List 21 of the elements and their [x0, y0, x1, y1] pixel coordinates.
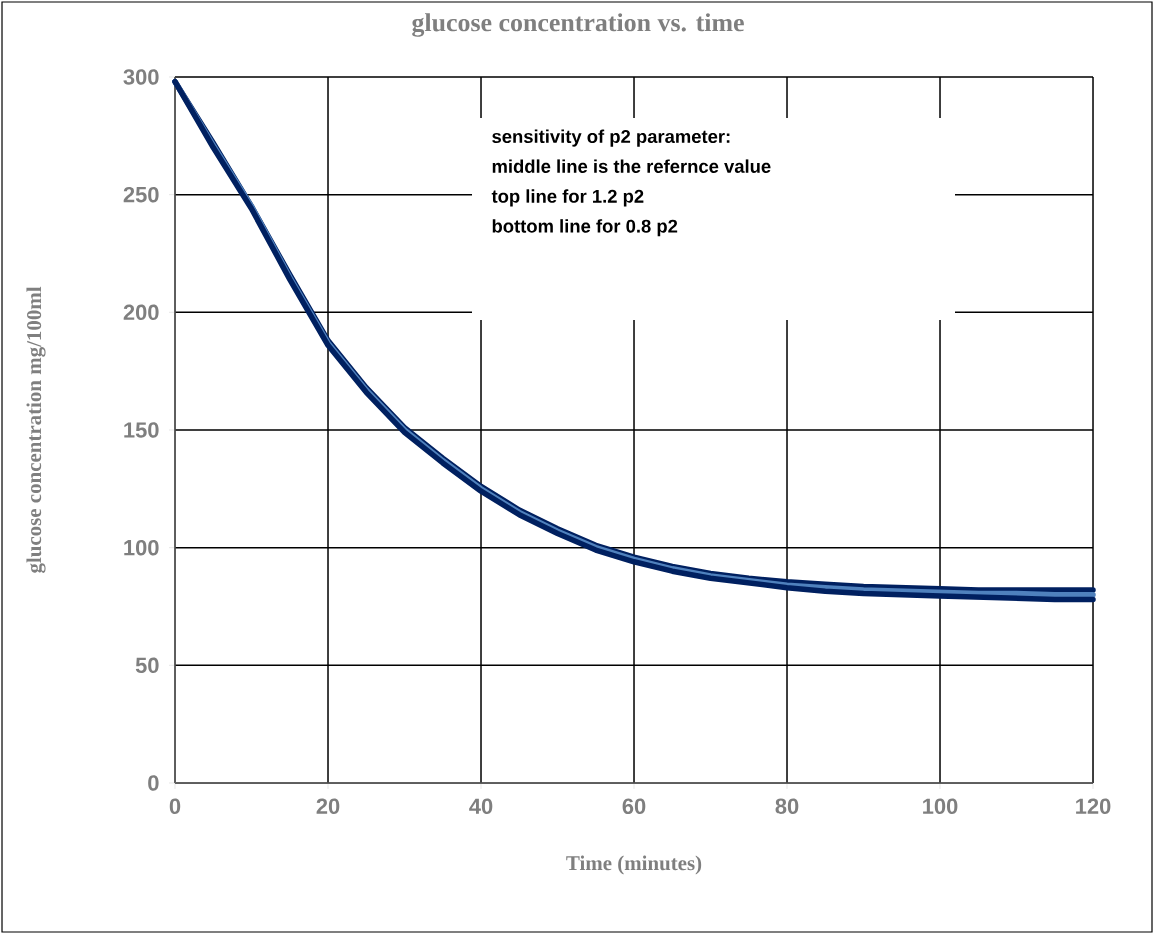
annotation: sensitivity of p2 parameter: [492, 129, 730, 147]
y-tick-label: 200 [123, 304, 159, 321]
x-tick-label: 40 [469, 798, 493, 815]
x-tick-label: 120 [1076, 798, 1111, 815]
annotation: middle line is the refernce value [492, 159, 771, 173]
y-tick-label: 300 [123, 69, 159, 85]
x-tick-label: 0 [169, 798, 181, 815]
x-axis-title: Time (minutes) [566, 855, 702, 875]
x-tick-label: 100 [923, 798, 958, 815]
y-tick-label: 100 [124, 539, 159, 556]
y-tick-label: 150 [124, 422, 159, 438]
y-axis-title: glucose concentration mg/100ml [26, 286, 46, 573]
chart-title: glucose concentration vs. time [412, 13, 744, 37]
x-tick-label: 80 [775, 798, 799, 815]
x-tick-label: 60 [622, 798, 646, 815]
y-tick-label: 250 [123, 186, 159, 203]
annotation: top line for 1.2 p2 [491, 189, 644, 207]
x-tick-label: 20 [316, 798, 340, 815]
y-tick-label: 50 [135, 657, 159, 674]
annotation: bottom line for 0.8 p2 [492, 219, 678, 237]
y-tick-label: 0 [148, 775, 159, 791]
